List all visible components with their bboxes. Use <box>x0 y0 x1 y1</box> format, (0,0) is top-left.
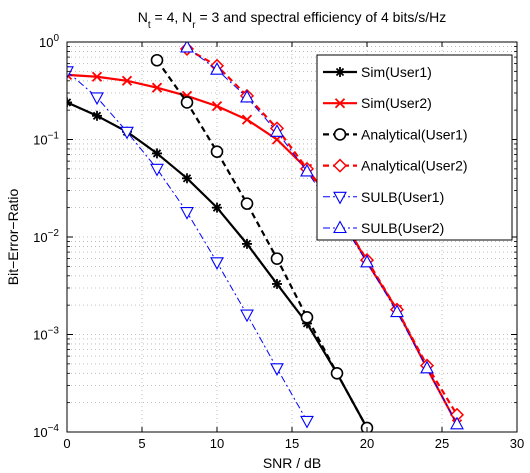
x-tick-label: 10 <box>210 436 224 451</box>
series-2 <box>150 53 374 432</box>
chart-title: Nt = 4, Nr = 3 and spectral efficiency o… <box>138 9 447 31</box>
x-axis-label: SNR / dB <box>263 455 321 471</box>
y-tick-label: 10−4 <box>33 423 59 440</box>
data-point <box>67 66 74 79</box>
series-line <box>67 73 458 425</box>
data-point <box>90 92 104 106</box>
data-point <box>240 309 254 323</box>
data-point <box>450 416 464 430</box>
data-point <box>420 360 434 374</box>
x-tick-label: 5 <box>138 436 145 451</box>
legend-entry: Sim(User1) <box>323 64 432 80</box>
x-tick-label: 0 <box>63 436 70 451</box>
data-point <box>121 75 133 86</box>
legend-entry: Analytical(User2) <box>323 158 468 174</box>
legend-label: Analytical(User2) <box>361 158 468 174</box>
legend: Sim(User1) Sim(User2) Analytical(User1) Ana… <box>316 54 513 241</box>
data-point <box>180 42 194 53</box>
x-tick-label: 15 <box>285 436 299 451</box>
data-point <box>300 415 314 429</box>
legend-marker <box>334 98 346 109</box>
data-point <box>390 304 404 318</box>
data-point <box>152 148 162 159</box>
data-point <box>182 173 192 184</box>
data-point <box>241 114 253 125</box>
data-point <box>150 53 164 67</box>
data-point <box>300 163 314 177</box>
legend-label: Sim(User2) <box>361 95 432 111</box>
y-axis-label: Bit−Error−Ratio <box>5 189 21 286</box>
data-point <box>242 238 252 249</box>
legend-label: SULB(User1) <box>361 189 444 205</box>
y-tick-label: 100 <box>39 33 59 50</box>
legend-label: Analytical(User1) <box>361 126 468 142</box>
data-point <box>330 366 344 380</box>
series-line <box>186 47 458 416</box>
series-4 <box>67 66 314 429</box>
data-point <box>210 257 224 270</box>
data-point <box>270 124 284 137</box>
data-point <box>211 100 223 112</box>
data-point <box>212 202 222 213</box>
y-tick-label: 10−1 <box>33 131 59 148</box>
data-point <box>120 126 134 140</box>
data-point <box>180 207 194 220</box>
x-tick-label: 25 <box>435 436 449 451</box>
legend-entry: Sim(User2) <box>323 95 432 111</box>
legend-label: SULB(User2) <box>361 220 444 236</box>
data-point <box>91 71 103 82</box>
data-point <box>270 252 284 265</box>
data-point <box>272 278 282 289</box>
data-point <box>360 254 374 268</box>
data-point <box>270 363 284 376</box>
legend-entry: Analytical(User1) <box>323 126 468 142</box>
legend-marker <box>333 191 347 205</box>
data-point <box>300 311 314 324</box>
ticks: 0 5 10 15 20 25 30 100 10−1 10−2 10−3 10−4 <box>33 33 524 451</box>
y-tick-label: 10−2 <box>33 228 59 245</box>
legend-box <box>316 54 513 241</box>
data-point <box>151 82 163 93</box>
legend-marker <box>335 67 345 77</box>
data-point <box>240 89 254 103</box>
data-point <box>240 197 254 210</box>
data-point <box>180 96 194 109</box>
y-tick-label: 10−3 <box>33 326 59 343</box>
legend-entry: SULB(User2) <box>323 220 444 236</box>
series-line <box>156 59 368 429</box>
data-point <box>210 145 224 158</box>
data-point <box>210 62 224 75</box>
legend-entry: SULB(User1) <box>323 189 444 205</box>
legend-marker <box>333 220 347 234</box>
legend-marker <box>332 158 348 173</box>
legend-label: Sim(User1) <box>361 64 432 80</box>
x-tick-label: 30 <box>510 436 524 451</box>
data-point <box>150 163 164 177</box>
data-point <box>92 110 102 121</box>
legend-marker <box>333 128 347 141</box>
data-point <box>67 97 72 108</box>
x-tick-label: 20 <box>360 436 374 451</box>
